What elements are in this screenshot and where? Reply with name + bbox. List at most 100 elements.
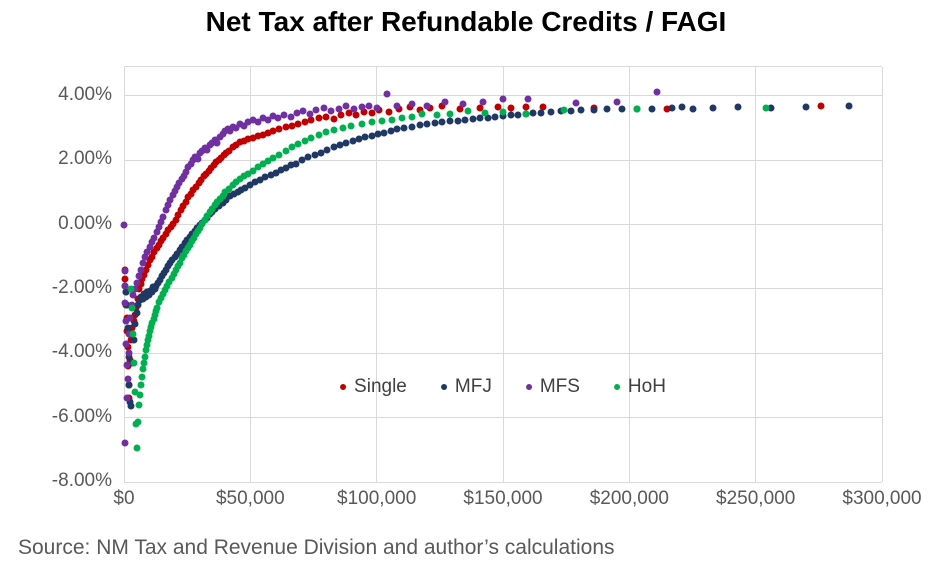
data-point-mfj [246,181,254,189]
data-point-hoh [408,113,416,121]
data-point-mfs [194,155,202,163]
data-point-mfs [236,120,244,128]
data-point-mfj [400,124,408,132]
data-point-hoh [153,304,161,312]
data-point-single [269,127,277,135]
data-point-hoh [307,134,315,142]
data-point-mfs [299,107,307,115]
data-point-single [240,137,248,145]
data-point-single [179,202,187,210]
data-point-single [138,275,146,283]
data-point-single [150,248,158,256]
data-point-mfs [653,88,661,96]
data-point-mfs [133,279,141,287]
data-point-mfs [306,110,314,118]
data-point-mfs [122,317,130,325]
data-point-mfj [131,320,139,328]
data-point-hoh [464,107,472,115]
data-point-single [315,114,323,122]
data-point-mfj [148,288,156,296]
data-point-mfs [182,168,190,176]
x-axis-label: $250,000 [716,488,796,509]
data-point-hoh [244,170,252,178]
data-point-hoh [560,106,568,114]
data-point-hoh [259,160,267,168]
data-point-hoh [140,359,148,367]
data-point-mfs [137,266,145,274]
data-point-mfj [130,336,138,344]
legend-marker-icon [440,384,447,390]
data-point-mfj [173,250,181,258]
data-point-single [202,170,210,178]
data-point-mfs [146,243,154,251]
data-point-mfs [121,267,128,275]
data-point-single [539,103,547,111]
data-point-single [360,108,368,116]
data-point-mfs [157,218,165,226]
legend-marker-icon [340,384,347,390]
data-point-mfs [162,206,170,214]
data-point-mfj [282,164,290,172]
data-point-mfj [219,199,227,207]
data-point-mfs [393,102,401,110]
data-point-single [124,343,132,351]
data-point-hoh [148,319,156,327]
data-point-mfs [373,104,381,112]
data-point-hoh [294,140,302,148]
data-point-mfs [126,314,134,322]
data-point-single [275,125,283,133]
data-point-hoh [150,315,158,323]
data-point-mfj [277,166,285,174]
data-point-hoh [130,359,138,367]
data-point-mfj [734,103,742,111]
data-point-hoh [135,401,143,409]
data-point-mfj [122,288,130,296]
legend-entry-single: Single [340,376,407,398]
data-point-single [164,226,172,234]
data-point-hoh [155,298,163,306]
legend-marker-icon [613,384,620,390]
data-point-mfj [648,105,656,113]
data-point-single [232,141,240,149]
data-point-mfj [537,109,545,117]
data-point-hoh [203,212,211,220]
data-point-hoh [137,381,145,389]
x-axis-label: $300,000 [842,488,922,509]
data-point-single [169,220,177,228]
data-point-mfj [261,173,269,181]
data-point-mfs [229,123,237,130]
data-point-hoh [172,266,180,274]
data-point-single [137,280,145,288]
data-point-single [195,179,203,187]
data-point-single [249,134,257,142]
data-point-mfj [446,117,454,125]
data-point-mfj [323,146,331,154]
data-point-mfj [845,102,853,110]
data-point-single [135,285,143,293]
data-point-mfj [168,256,176,264]
data-point-hoh [141,353,149,361]
legend-label: MFS [539,376,580,397]
legend-label: HoH [627,376,666,397]
data-point-hoh [762,104,770,112]
x-axis-label: $200,000 [589,488,669,509]
data-point-mfj [330,143,338,151]
data-point-mfs [155,223,163,231]
data-point-single [259,131,267,139]
x-axis-label: $0 [113,488,135,509]
data-point-single [264,129,272,137]
data-point-mfs [499,95,507,103]
data-point-single [144,261,152,269]
data-point-single [456,105,464,113]
x-axis-label: $150,000 [463,488,543,509]
y-axis-label: -2.00% [51,276,112,298]
gridline-vertical [249,67,251,482]
data-point-mfs [173,183,181,191]
gridline-vertical [755,67,757,482]
data-point-single [301,118,309,126]
data-point-hoh [216,195,224,203]
data-point-mfs [169,191,176,199]
data-point-mfs [259,114,267,122]
data-point-mfj [237,186,245,194]
